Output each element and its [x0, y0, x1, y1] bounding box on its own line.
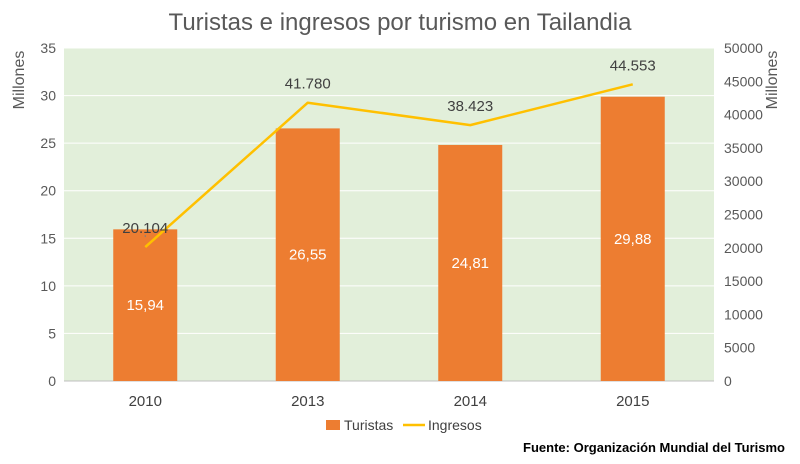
- legend-turistas-swatch: [326, 420, 340, 430]
- bar-value-label: 26,55: [289, 247, 327, 264]
- legend: Turistas Ingresos: [326, 417, 482, 433]
- line-ingresos: [144, 83, 634, 249]
- source-note: Fuente: Organización Mundial del Turismo: [523, 440, 785, 455]
- x-tick-label: 2013: [291, 393, 324, 410]
- x-axis-ticks: 2010 2013 2014 2015: [129, 393, 650, 410]
- left-tick-label: 15: [40, 230, 56, 246]
- line-value-label: 20.104: [122, 220, 168, 237]
- left-axis-ticks: 0 5 10 15 20 25 30 35: [40, 40, 56, 389]
- legend-turistas-label: Turistas: [344, 417, 393, 433]
- right-tick-label: 45000: [724, 73, 763, 89]
- left-tick-label: 5: [48, 325, 56, 341]
- right-tick-label: 50000: [724, 40, 763, 56]
- bar-turistas-2015: [600, 96, 665, 382]
- left-tick-label: 25: [40, 135, 56, 151]
- line-value-label: 38.423: [447, 98, 493, 115]
- x-tick-label: 2015: [616, 393, 649, 410]
- right-tick-label: 20000: [724, 240, 763, 256]
- bar-value-label: 15,94: [126, 297, 164, 314]
- bar-value-label: 24,81: [451, 255, 489, 272]
- legend-ingresos-label: Ingresos: [428, 417, 482, 433]
- right-axis-ticks: 0 5000 10000 15000 20000 25000 30000 35000 40000…: [724, 40, 763, 389]
- bar-turistas-2013: [275, 128, 340, 381]
- right-tick-label: 40000: [724, 107, 763, 123]
- right-tick-label: 15000: [724, 273, 763, 289]
- left-tick-label: 35: [40, 40, 56, 56]
- left-tick-label: 0: [48, 373, 56, 389]
- chart-title: Turistas e ingresos por turismo en Taila…: [169, 9, 633, 36]
- x-tick-label: 2010: [129, 393, 162, 410]
- x-tick-label: 2014: [454, 393, 487, 410]
- left-axis-title: Millones: [11, 51, 28, 110]
- line-value-label: 44.553: [610, 57, 656, 74]
- bar-value-label: 29,88: [614, 231, 652, 248]
- right-tick-label: 35000: [724, 140, 763, 156]
- bar-turistas-2014: [438, 144, 503, 381]
- right-tick-label: 0: [724, 373, 732, 389]
- right-tick-label: 25000: [724, 207, 763, 223]
- line-series: [144, 83, 634, 249]
- right-axis-title: Millones: [764, 51, 781, 110]
- left-tick-label: 30: [40, 88, 56, 104]
- bar-series: [113, 96, 665, 382]
- line-value-label: 41.780: [285, 76, 331, 93]
- left-tick-label: 10: [40, 278, 56, 294]
- right-tick-label: 10000: [724, 306, 763, 322]
- line-data-labels: 20.104 41.780 38.423 44.553: [122, 57, 656, 238]
- right-tick-label: 30000: [724, 173, 763, 189]
- right-tick-label: 5000: [724, 340, 755, 356]
- bar-turistas-2010: [113, 229, 178, 381]
- left-tick-label: 20: [40, 183, 56, 199]
- bar-data-labels: 15,94 26,55 24,81 29,88: [126, 231, 651, 314]
